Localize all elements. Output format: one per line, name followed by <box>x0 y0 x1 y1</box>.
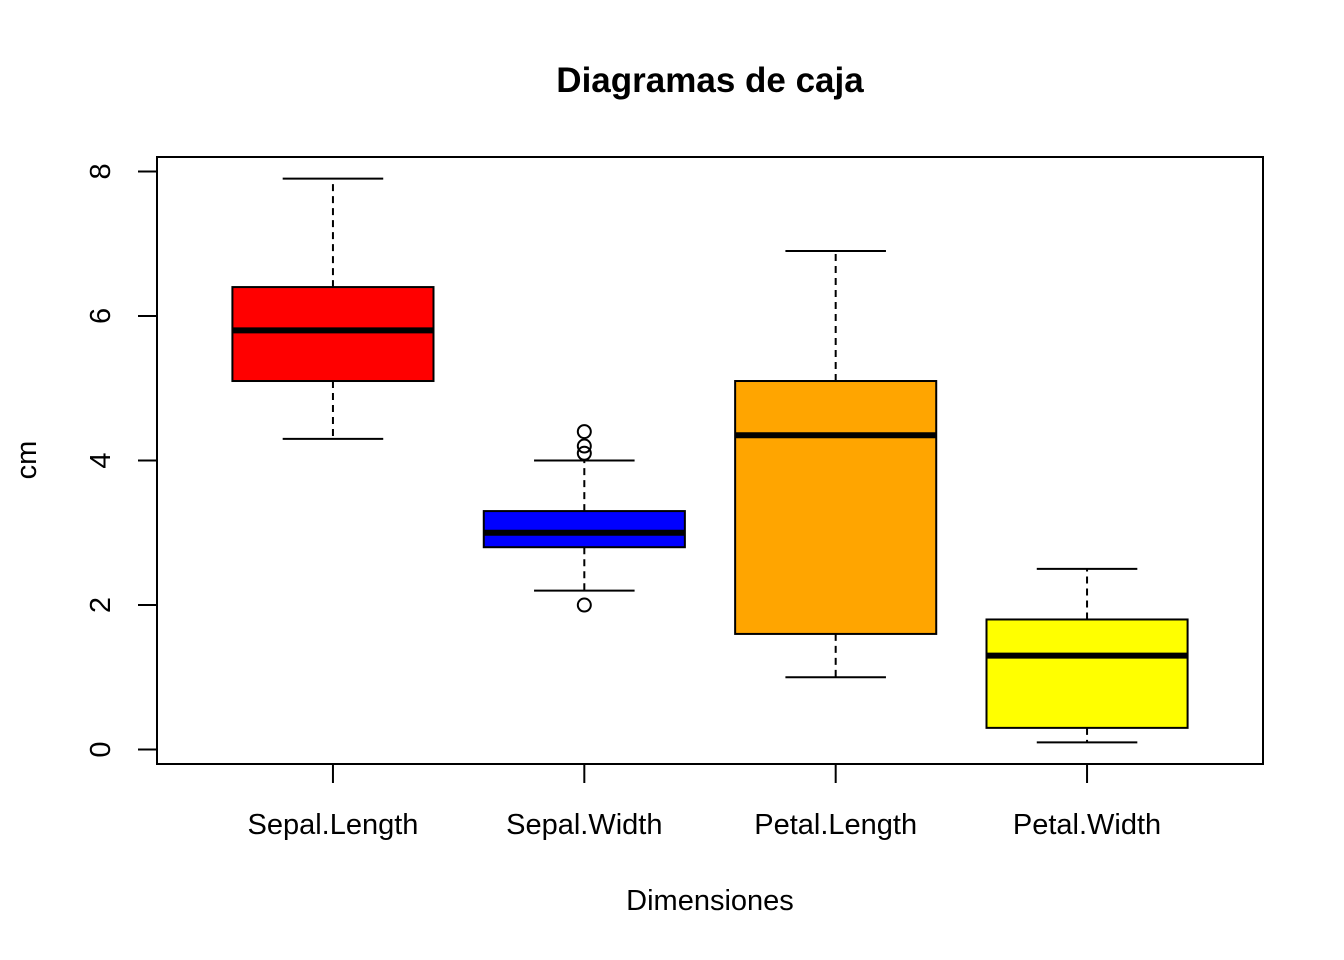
y-axis-label: cm <box>11 441 43 480</box>
x-tick-label: Sepal.Length <box>247 809 418 841</box>
y-tick-label: 6 <box>85 308 117 324</box>
box-iqr <box>482 510 686 549</box>
outlier-point <box>576 597 592 613</box>
chart-title: Diagramas de caja <box>556 61 864 100</box>
y-tick-label: 4 <box>85 452 117 468</box>
x-axis-label: Dimensiones <box>626 885 794 917</box>
box-Sepal.Width <box>482 424 686 613</box>
x-axis: Sepal.Length Sepal.Width Petal.Length Petal… <box>247 764 1161 841</box>
x-tick-label: Petal.Length <box>754 809 917 841</box>
x-tick-label: Sepal.Width <box>506 809 662 841</box>
outlier-point <box>576 424 592 440</box>
x-tick-label: Petal.Width <box>1013 809 1161 841</box>
box-Petal.Width <box>985 567 1189 744</box>
outlier-point <box>576 445 592 461</box>
box-Sepal.Length <box>231 177 435 440</box>
y-tick-label: 8 <box>85 163 117 179</box>
box-iqr <box>734 380 938 635</box>
outlier-point <box>576 438 592 454</box>
y-tick-label: 2 <box>85 597 117 613</box>
box-iqr <box>231 286 435 383</box>
boxes <box>231 177 1189 744</box>
box-Petal.Length <box>734 249 938 679</box>
y-tick-label: 0 <box>85 741 117 757</box>
box-iqr <box>985 618 1189 729</box>
y-axis: 0 2 4 6 8 <box>85 163 158 758</box>
